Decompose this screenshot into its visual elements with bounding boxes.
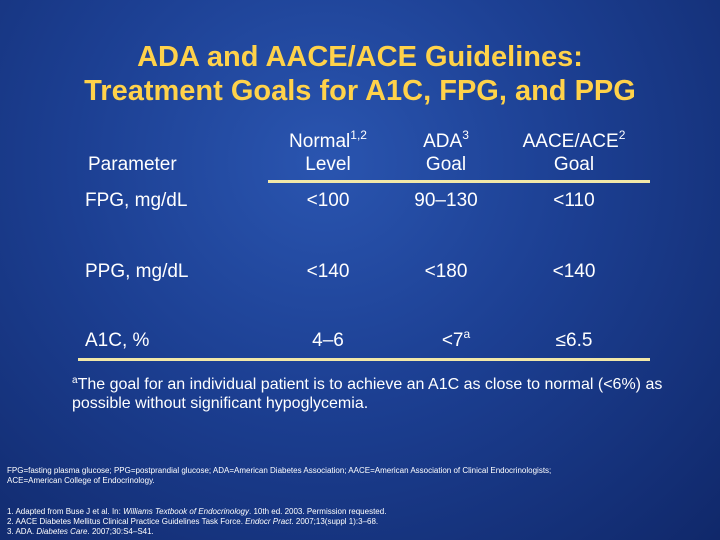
title-line-1: ADA and AACE/ACE Guidelines: <box>137 41 583 73</box>
row-a1c-ada-sup: a <box>463 327 471 341</box>
row-a1c-ada-value: <7 <box>441 330 464 351</box>
reference-2-italic: Endocr Pract <box>245 517 292 526</box>
header-aace-line2: Goal <box>553 154 595 175</box>
row-fpg-parameter: FPG, mg/dL <box>85 190 188 211</box>
row-a1c-normal: 4–6 <box>312 330 344 351</box>
row-a1c-ada: <7a <box>376 327 536 352</box>
row-a1c-parameter: A1C, % <box>85 330 150 351</box>
row-fpg-normal: <100 <box>306 190 350 211</box>
table-bottom-rule <box>78 358 650 361</box>
row-fpg-aace: <110 <box>553 190 595 211</box>
row-ppg-aace: <140 <box>552 261 596 282</box>
reference-3: 3. ADA. Diabetes Care. 2007;30:S4–S41. <box>7 527 154 537</box>
reference-2: 2. AACE Diabetes Mellitus Clinical Pract… <box>7 517 378 527</box>
header-parameter: Parameter <box>88 154 177 175</box>
footnote-text: The goal for an individual patient is to… <box>72 376 663 412</box>
slide-title: ADA and AACE/ACE Guidelines: Treatment G… <box>0 40 720 108</box>
header-normal-line1: Normal <box>289 131 351 152</box>
header-ada-line1: ADA <box>423 131 463 152</box>
reference-3-italic: Diabetes Care <box>36 527 88 536</box>
header-aace-line1: AACE/ACE <box>522 131 619 152</box>
reference-2-post: . 2007;13(suppl 1):3–68. <box>291 517 379 526</box>
header-ada-sup: 3 <box>462 128 469 142</box>
header-ada: ADA3 Goal <box>366 128 526 176</box>
reference-1-post: . 10th ed. 2003. Permission requested. <box>249 507 387 516</box>
row-ppg-normal: <140 <box>306 261 350 282</box>
header-normal-sup: 1,2 <box>350 128 367 142</box>
header-normal: Normal1,2 Level <box>248 128 408 176</box>
header-normal-line2: Level <box>305 154 351 175</box>
title-line-2: Treatment Goals for A1C, FPG, and PPG <box>84 75 636 107</box>
row-fpg-ada: 90–130 <box>414 190 478 211</box>
header-aace: AACE/ACE2 Goal <box>494 128 654 176</box>
row-ppg-parameter: PPG, mg/dL <box>85 261 189 282</box>
abbreviations-line-1: FPG=fasting plasma glucose; PPG=postpran… <box>7 466 552 475</box>
header-rule <box>268 180 650 183</box>
reference-1: 1. Adapted from Buse J et al. In: Willia… <box>7 507 386 517</box>
reference-3-pre: 3. ADA. <box>7 527 37 536</box>
abbreviations-line-2: ACE=American College of Endocrinology. <box>7 476 155 485</box>
footnote-marker: a <box>72 375 78 386</box>
row-ppg-ada: <180 <box>424 261 468 282</box>
header-aace-sup: 2 <box>618 128 626 142</box>
row-a1c-aace: ≤6.5 <box>555 330 593 351</box>
reference-3-post: . 2007;30:S4–S41. <box>87 527 154 536</box>
reference-1-pre: 1. Adapted from Buse J et al. In: <box>7 507 124 516</box>
reference-1-italic: Williams Textbook of Endocrinology <box>123 507 249 516</box>
reference-2-pre: 2. AACE Diabetes Mellitus Clinical Pract… <box>7 517 246 526</box>
footnote: aThe goal for an individual patient is t… <box>72 375 692 413</box>
header-ada-line2: Goal <box>425 154 467 175</box>
